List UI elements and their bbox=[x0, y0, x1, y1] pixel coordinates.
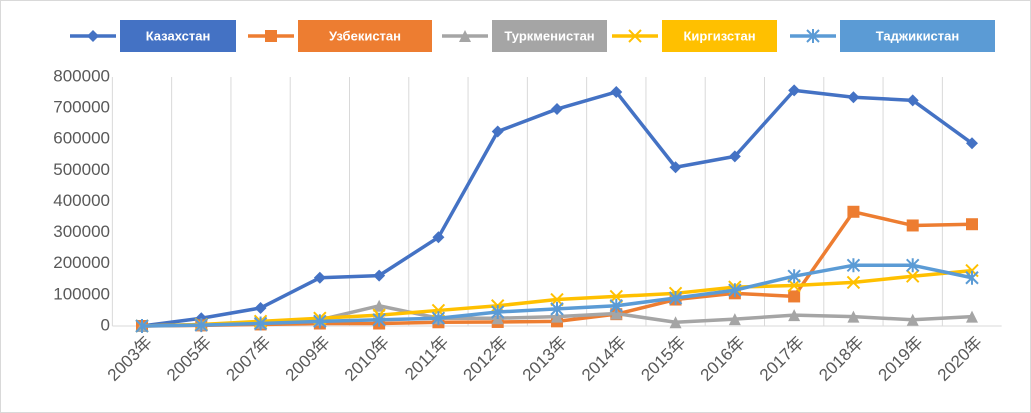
legend-label: Казахстан bbox=[146, 28, 211, 43]
marker bbox=[906, 313, 919, 326]
legend-label: Узбекистан bbox=[329, 28, 401, 43]
marker bbox=[906, 219, 919, 232]
marker bbox=[550, 301, 564, 316]
marker bbox=[847, 91, 860, 104]
legend-item: Узбекистан bbox=[248, 20, 432, 52]
legend-label: Киргизстан bbox=[683, 28, 755, 43]
legend-item: Киргизстан bbox=[612, 20, 777, 52]
marker bbox=[966, 310, 978, 323]
marker bbox=[610, 307, 623, 320]
marker bbox=[728, 150, 741, 163]
marker bbox=[373, 269, 386, 282]
marker bbox=[194, 318, 208, 333]
marker bbox=[254, 301, 267, 314]
marker bbox=[610, 85, 623, 98]
marker bbox=[265, 30, 277, 42]
marker bbox=[728, 283, 742, 298]
marker bbox=[788, 290, 801, 303]
marker bbox=[668, 290, 683, 305]
legend-label: Таджикистан bbox=[876, 28, 959, 43]
marker bbox=[906, 258, 920, 273]
marker bbox=[253, 316, 268, 331]
marker bbox=[806, 29, 820, 43]
legend-label: Туркменистан bbox=[504, 28, 594, 43]
marker bbox=[313, 271, 326, 284]
marker bbox=[491, 125, 504, 138]
marker bbox=[87, 30, 99, 42]
marker bbox=[135, 319, 149, 333]
y-tick-label: 200000 bbox=[53, 253, 110, 272]
y-tick-label: 600000 bbox=[53, 129, 110, 148]
marker bbox=[906, 94, 919, 107]
marker bbox=[431, 311, 446, 326]
marker bbox=[788, 309, 801, 322]
marker bbox=[846, 275, 861, 290]
marker bbox=[432, 231, 445, 244]
y-tick-label: 700000 bbox=[53, 98, 110, 117]
marker bbox=[551, 103, 563, 116]
legend-box bbox=[298, 20, 432, 52]
marker bbox=[551, 310, 563, 323]
marker bbox=[847, 205, 860, 218]
legend-box bbox=[492, 20, 607, 52]
marker bbox=[846, 258, 861, 273]
marker bbox=[491, 304, 505, 319]
y-tick-label: 400000 bbox=[53, 191, 110, 210]
legend-item: Туркменистан bbox=[442, 20, 607, 52]
marker bbox=[372, 312, 386, 327]
y-tick-label: 300000 bbox=[53, 222, 110, 241]
marker bbox=[728, 313, 741, 326]
marker bbox=[965, 270, 979, 285]
y-tick-label: 100000 bbox=[53, 284, 110, 303]
marker bbox=[788, 84, 801, 97]
marker bbox=[966, 218, 978, 231]
marker bbox=[313, 314, 327, 329]
marker bbox=[459, 30, 471, 42]
legend-box bbox=[840, 20, 995, 52]
marker bbox=[847, 310, 860, 323]
legend-box bbox=[120, 20, 236, 52]
marker bbox=[373, 299, 386, 312]
marker bbox=[906, 269, 920, 283]
legend-item: Казахстан bbox=[70, 20, 236, 52]
marker bbox=[628, 29, 642, 43]
marker bbox=[787, 269, 801, 284]
marker bbox=[669, 316, 682, 329]
y-tick-label: 500000 bbox=[53, 160, 110, 179]
legend-box bbox=[662, 20, 777, 52]
y-tick-label: 0 bbox=[101, 315, 110, 334]
marker bbox=[669, 161, 682, 174]
y-tick-label: 800000 bbox=[53, 66, 110, 85]
marker bbox=[966, 137, 978, 150]
marker bbox=[609, 298, 623, 313]
